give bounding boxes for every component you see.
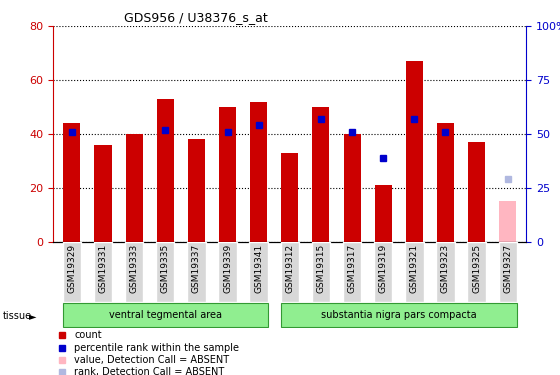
Text: GDS956 / U38376_s_at: GDS956 / U38376_s_at — [124, 11, 268, 24]
Bar — [250, 242, 268, 302]
Bar — [94, 242, 112, 302]
Bar — [281, 242, 299, 302]
Bar — [187, 242, 206, 302]
Text: GSM19339: GSM19339 — [223, 244, 232, 293]
Bar — [374, 242, 393, 302]
Bar — [218, 242, 237, 302]
Text: ventral tegmental area: ventral tegmental area — [109, 310, 222, 320]
Bar — [63, 123, 81, 242]
Bar — [498, 242, 517, 302]
Text: GSM19317: GSM19317 — [348, 244, 357, 293]
Text: GSM19312: GSM19312 — [285, 244, 295, 293]
Bar — [499, 201, 516, 242]
Bar — [156, 242, 175, 302]
Text: rank, Detection Call = ABSENT: rank, Detection Call = ABSENT — [74, 367, 225, 375]
Text: GSM19323: GSM19323 — [441, 244, 450, 293]
Bar — [63, 303, 268, 327]
Bar — [312, 242, 330, 302]
Bar — [343, 134, 361, 242]
Bar — [312, 107, 329, 242]
Text: tissue: tissue — [3, 311, 32, 321]
Bar — [468, 142, 485, 242]
Bar — [95, 145, 111, 242]
Bar — [468, 242, 486, 302]
Bar — [125, 134, 143, 242]
Text: value, Detection Call = ABSENT: value, Detection Call = ABSENT — [74, 355, 230, 365]
Text: GSM19329: GSM19329 — [67, 244, 76, 293]
Text: GSM19333: GSM19333 — [130, 244, 139, 293]
Text: GSM19321: GSM19321 — [410, 244, 419, 293]
Text: GSM19341: GSM19341 — [254, 244, 263, 293]
Text: percentile rank within the sample: percentile rank within the sample — [74, 342, 240, 352]
Bar — [281, 153, 298, 242]
Bar — [125, 242, 143, 302]
Text: GSM19335: GSM19335 — [161, 244, 170, 293]
Bar — [281, 303, 517, 327]
Text: GSM19325: GSM19325 — [472, 244, 481, 293]
Bar — [219, 107, 236, 242]
Bar — [250, 102, 267, 242]
Bar — [406, 61, 423, 242]
Text: count: count — [74, 330, 102, 340]
Text: GSM19319: GSM19319 — [379, 244, 388, 293]
Text: ►: ► — [29, 311, 36, 321]
Bar — [437, 123, 454, 242]
Bar — [375, 185, 392, 242]
Bar — [436, 242, 455, 302]
Text: GSM19315: GSM19315 — [316, 244, 325, 293]
Text: substantia nigra pars compacta: substantia nigra pars compacta — [321, 310, 477, 320]
Bar — [188, 140, 205, 242]
Text: GSM19337: GSM19337 — [192, 244, 201, 293]
Bar — [63, 242, 81, 302]
Bar — [157, 99, 174, 242]
Text: GSM19327: GSM19327 — [503, 244, 512, 293]
Bar — [343, 242, 361, 302]
Text: GSM19331: GSM19331 — [99, 244, 108, 293]
Bar — [405, 242, 423, 302]
